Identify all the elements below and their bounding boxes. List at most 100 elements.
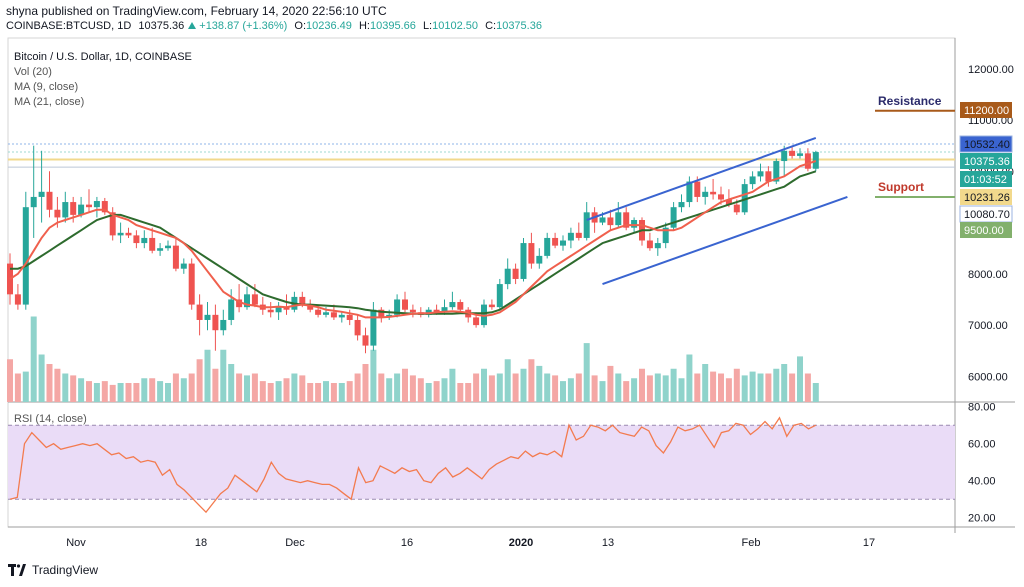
candle-body	[615, 212, 622, 226]
volume-bar	[370, 349, 377, 402]
volume-bar	[560, 381, 566, 402]
candle-body	[520, 243, 527, 279]
candle-body	[38, 191, 45, 197]
volume-bar	[646, 375, 653, 402]
candle	[409, 304, 416, 318]
candle	[678, 194, 685, 213]
candle	[402, 291, 408, 313]
volume-bar	[804, 373, 811, 402]
candle	[552, 232, 559, 249]
price-tag: 10231.26	[960, 189, 1012, 205]
volume-bar	[291, 373, 298, 402]
candle-body	[236, 299, 243, 308]
volume-bar	[354, 373, 361, 402]
candle-body	[362, 335, 369, 346]
volume-bar	[583, 343, 590, 402]
candle-body	[662, 227, 669, 244]
candle-body	[323, 312, 329, 315]
candle-body	[631, 220, 638, 228]
candle-body	[220, 319, 227, 331]
open-value: 10236.49	[306, 20, 352, 32]
candles	[7, 145, 819, 354]
volume-bar	[78, 378, 85, 402]
candle-body	[86, 204, 92, 208]
up-triangle-icon	[188, 22, 197, 29]
volume-bar	[101, 381, 108, 402]
candle-body	[544, 237, 551, 256]
candle-body	[481, 304, 487, 326]
candle-body	[394, 299, 401, 315]
volume-bar	[457, 383, 464, 402]
legend-ma21: MA (21, close)	[14, 96, 85, 108]
candle	[575, 222, 582, 241]
time-tick-label: Feb	[742, 537, 761, 549]
candle	[583, 202, 590, 241]
candle-body	[283, 307, 290, 310]
price-tag-label: 10375.36	[964, 156, 1010, 168]
candle-body	[125, 232, 132, 236]
candle-body	[686, 181, 693, 203]
candle	[710, 178, 717, 200]
volume-bar	[694, 373, 701, 402]
time-tick-label: 13	[602, 537, 614, 549]
open-label: O:	[294, 20, 307, 32]
candle-body	[496, 284, 503, 308]
candle-body	[22, 207, 29, 305]
candle-body	[204, 314, 211, 320]
candle-body	[710, 191, 717, 195]
candle	[220, 309, 227, 336]
volume-bar	[504, 359, 511, 402]
volume-bar	[591, 375, 598, 402]
candle	[757, 163, 764, 182]
candle-body	[370, 309, 377, 346]
rsi-tick-label: 60.00	[968, 439, 996, 451]
candle-body	[330, 312, 337, 318]
time-tick-label: 16	[401, 537, 413, 549]
candle-body	[552, 237, 559, 246]
volume-bar	[228, 364, 235, 402]
candle	[567, 227, 574, 249]
price-tag-label: 01:03:52	[964, 174, 1007, 186]
volume-bar	[338, 383, 345, 402]
candle	[30, 145, 37, 238]
volume-bar	[599, 381, 606, 402]
price-tags: 11200.00 10532.40 10375.36 01:03:52 10231.26…	[959, 102, 1013, 238]
candle-body	[812, 152, 819, 169]
candle-body	[299, 296, 306, 305]
volume-bar	[654, 373, 661, 402]
high-value: 10395.66	[369, 20, 416, 32]
candle-body	[623, 212, 630, 228]
candle-body	[78, 204, 85, 215]
candle-body	[504, 268, 511, 285]
candle	[354, 314, 361, 341]
volume-bar	[30, 316, 37, 402]
volume-bar	[251, 373, 258, 402]
legend-vol: Vol (20)	[14, 66, 52, 78]
candle-body	[694, 181, 701, 197]
volume-bar	[496, 373, 503, 402]
candle	[251, 284, 258, 308]
volume-bar	[797, 356, 803, 402]
legend-ma9: MA (9, close)	[14, 81, 79, 93]
price-tag: 11200.00	[960, 102, 1012, 118]
volume-bar	[362, 364, 369, 402]
candle-body	[804, 153, 811, 169]
volume-bar	[323, 381, 329, 402]
candle	[125, 227, 132, 238]
volume-bar	[575, 373, 582, 402]
volume-bar	[678, 378, 685, 402]
price-tag-label: 10080.70	[964, 209, 1010, 221]
candle	[149, 227, 156, 254]
candle-body	[315, 309, 322, 315]
time-axis-ticks: Nov 18 Dec 16 2020 13 Feb 17	[66, 537, 875, 549]
symbol: COINBASE:BTCUSD, 1D	[6, 20, 132, 32]
last-price: 10375.36	[138, 20, 185, 32]
volume-bar	[62, 373, 69, 402]
candle	[378, 307, 385, 323]
rsi-tick-label: 40.00	[968, 476, 996, 488]
candle-body	[109, 212, 116, 236]
volume-bars	[7, 316, 819, 402]
candle	[141, 230, 148, 249]
volume-bar	[718, 373, 724, 402]
